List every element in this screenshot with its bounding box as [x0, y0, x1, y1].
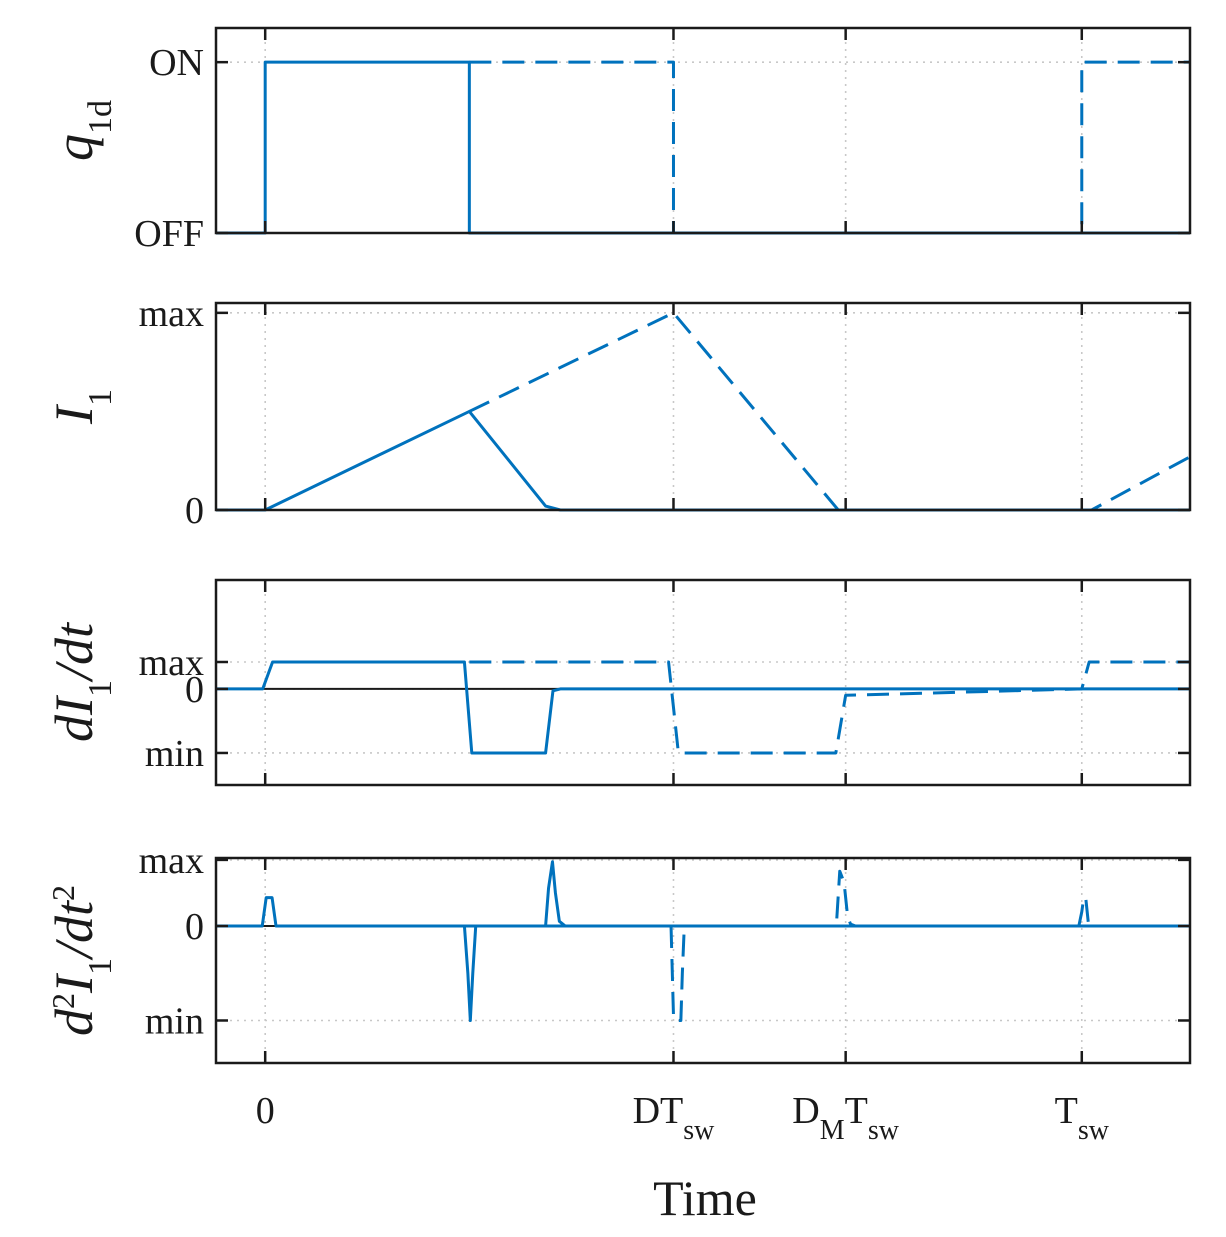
y-tick-label: max — [139, 840, 204, 882]
panels-group: OFFONq1d0maxI1min0maxdI1/dtmin0maxd2I1/d… — [44, 26, 1192, 1065]
series-dashed-line — [469, 60, 1190, 235]
series-dashed-line — [1077, 896, 1091, 927]
axes-frame — [214, 301, 1192, 512]
panel-d2I1dt2: min 0 max d2I1/dt2 — [44, 840, 1192, 1065]
y-tick-label: 0 — [185, 490, 204, 532]
y-tick-label: max — [139, 293, 204, 335]
panel-q1d: OFF ON q1d — [44, 26, 1192, 255]
series-solid-line — [216, 60, 1190, 235]
series-dashed-line — [835, 869, 857, 928]
axes-frame — [214, 26, 1192, 235]
y-axis-label: dI1/dt — [44, 621, 119, 742]
panel-I1: 0 max I1 — [44, 293, 1192, 532]
series-dashed-line — [469, 660, 1190, 755]
x-axis-label: Time — [653, 1170, 757, 1226]
series-dashed-line — [468, 311, 1191, 512]
y-tick-label: 0 — [185, 669, 204, 711]
y-tick-label: max — [139, 642, 204, 684]
series-solid-line — [462, 924, 1190, 1022]
y-axis-label: q1d — [44, 100, 119, 161]
series-dashed-line — [669, 925, 686, 1022]
y-tick-label: min — [145, 1000, 204, 1042]
y-axis-label: d2I1/dt2 — [44, 885, 119, 1036]
x-tick-label: DTsw — [633, 1090, 716, 1146]
x-tick-label: 0 — [256, 1090, 275, 1132]
series-solid-line — [216, 409, 1190, 512]
x-axis-group: 0 DTsw DMTsw Tsw Time — [256, 1090, 1110, 1226]
axes-frame — [214, 578, 1192, 787]
y-tick-label: OFF — [134, 213, 204, 255]
series-solid-line — [216, 660, 1190, 755]
axes-frame — [214, 856, 1192, 1065]
y-axis-label: I1 — [44, 389, 119, 425]
x-tick-label: Tsw — [1055, 1090, 1110, 1146]
y-tick-label: 0 — [185, 906, 204, 948]
series-solid-line — [216, 896, 1190, 928]
series-solid-line — [544, 860, 567, 928]
y-tick-label: ON — [149, 42, 204, 84]
y-tick-label: min — [145, 733, 204, 775]
x-tick-label: DMTsw — [792, 1090, 899, 1146]
